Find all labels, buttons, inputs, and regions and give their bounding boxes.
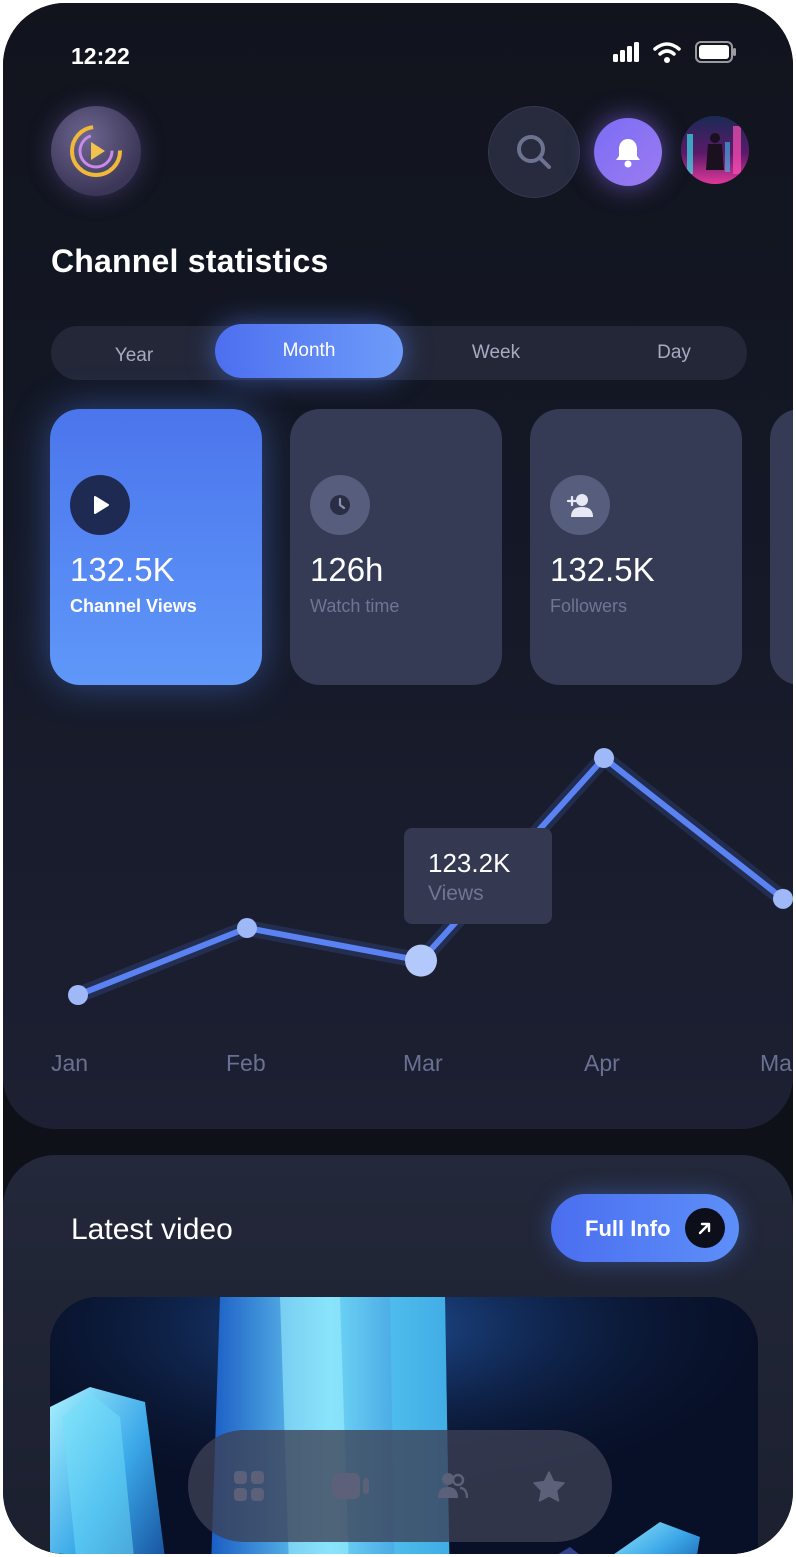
full-info-button[interactable]: Full Info <box>551 1194 739 1262</box>
highlighted-data-point[interactable] <box>405 944 437 977</box>
stat-value: 132.5K <box>550 551 655 588</box>
clock-icon <box>310 475 370 535</box>
grid-icon[interactable] <box>231 1468 267 1504</box>
page-title: Channel statistics <box>51 243 329 279</box>
phone-frame: 12:22 Channel statistics Year Month <box>3 3 793 1554</box>
data-point[interactable] <box>68 985 88 1005</box>
period-tabs: Year Month Week Day <box>51 324 747 380</box>
chart-tooltip: 123.2K Views <box>404 828 552 924</box>
stat-value: 126h <box>310 551 384 588</box>
video-camera-icon[interactable] <box>331 1468 371 1504</box>
arrow-up-right-icon <box>685 1208 725 1248</box>
stat-label: Channel Views <box>70 596 197 616</box>
data-point[interactable] <box>594 748 614 768</box>
search-button[interactable] <box>488 106 580 198</box>
video-thumbnail[interactable] <box>50 1297 758 1554</box>
star-icon[interactable] <box>531 1468 567 1504</box>
play-logo-icon <box>70 125 122 177</box>
tab-month[interactable]: Month <box>215 324 403 378</box>
wifi-icon <box>653 42 681 63</box>
stat-card-partial[interactable] <box>770 409 793 685</box>
user-avatar[interactable] <box>681 116 749 184</box>
latest-video-title: Latest video <box>71 1213 233 1246</box>
data-point[interactable] <box>773 888 793 909</box>
x-tick-label: Mar <box>403 1050 443 1076</box>
signal-icon <box>613 42 639 62</box>
tooltip-value: 123.2K <box>428 848 511 878</box>
battery-icon <box>695 41 736 63</box>
stat-card-watch-time[interactable]: 126h Watch time <box>290 409 502 685</box>
stat-label: Followers <box>550 596 628 616</box>
data-point[interactable] <box>237 918 257 939</box>
users-icon[interactable] <box>434 1468 470 1504</box>
stat-card-followers[interactable]: 132.5K Followers <box>530 409 742 685</box>
avatar-image <box>681 116 749 184</box>
search-icon <box>517 135 551 169</box>
status-icons <box>613 41 737 63</box>
add-user-icon <box>550 475 610 535</box>
tab-week[interactable]: Week <box>471 342 521 363</box>
x-tick-label: Jan <box>51 1050 89 1076</box>
tab-day[interactable]: Day <box>657 342 691 363</box>
x-tick-label: Feb <box>226 1050 266 1076</box>
x-tick-label: Apr <box>584 1050 620 1076</box>
bottom-navigation <box>188 1430 612 1542</box>
notifications-button[interactable] <box>594 118 662 186</box>
full-info-label: Full Info <box>585 1216 671 1241</box>
stat-value: 132.5K <box>70 551 175 588</box>
bell-icon <box>616 139 640 168</box>
play-icon <box>70 475 130 535</box>
x-tick-label: Ma <box>760 1050 792 1076</box>
status-time: 12:22 <box>71 43 130 69</box>
stat-label: Watch time <box>310 596 400 616</box>
views-line-chart <box>68 748 793 1005</box>
tab-year[interactable]: Year <box>114 345 154 366</box>
stat-card-channel-views[interactable]: 132.5K Channel Views <box>50 409 262 685</box>
tooltip-label: Views <box>428 882 484 905</box>
app-logo[interactable] <box>51 106 141 196</box>
crystal-thumbnail-image <box>50 1297 758 1554</box>
